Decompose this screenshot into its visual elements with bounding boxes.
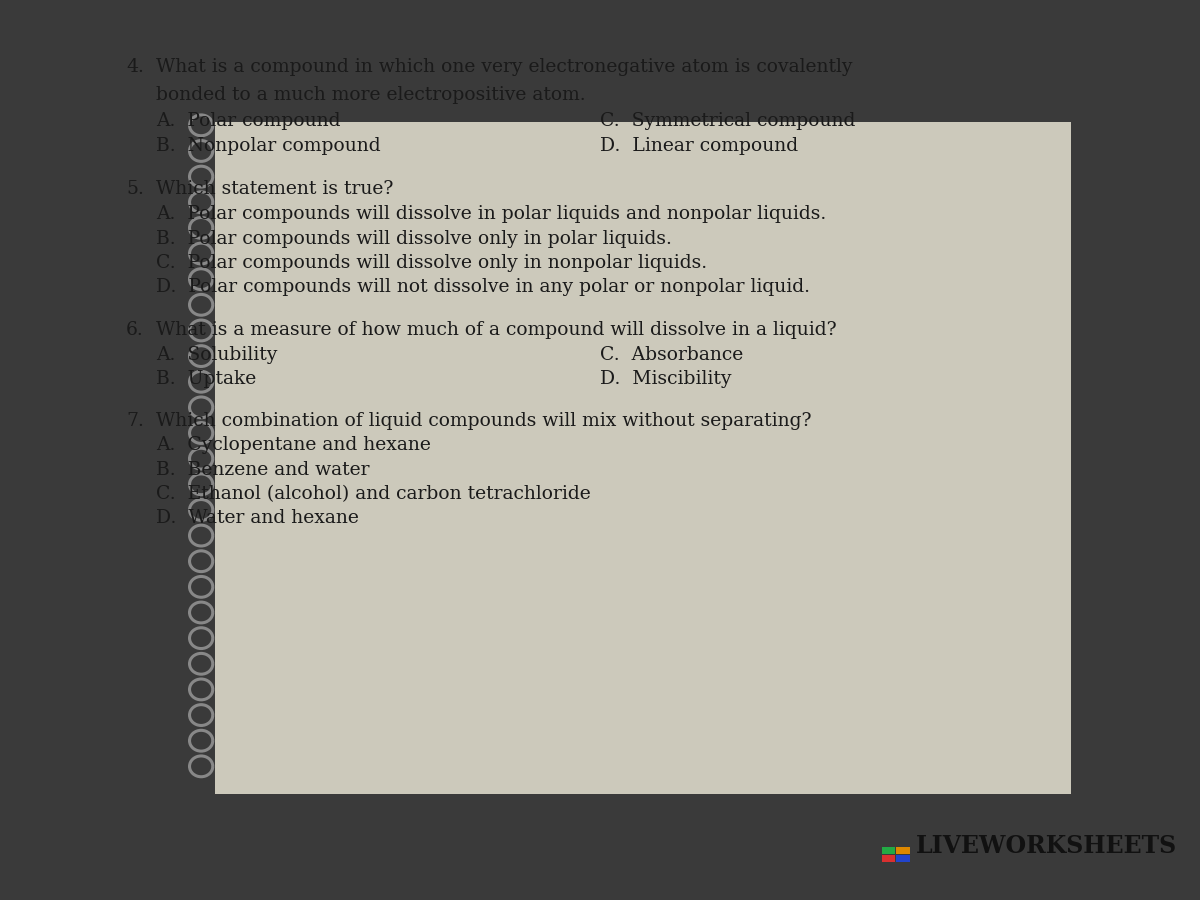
Text: Which statement is true?: Which statement is true? (156, 180, 394, 198)
Text: B.  Polar compounds will dissolve only in polar liquids.: B. Polar compounds will dissolve only in… (156, 230, 672, 248)
Text: What is a compound in which one very electronegative atom is covalently: What is a compound in which one very ele… (156, 58, 852, 76)
Text: A.  Polar compound: A. Polar compound (156, 112, 341, 130)
Text: 6.: 6. (126, 321, 144, 339)
Text: B.  Uptake: B. Uptake (156, 370, 257, 388)
Text: 5.: 5. (126, 180, 144, 198)
Text: LIVEWORKSHEETS: LIVEWORKSHEETS (916, 834, 1177, 858)
Text: C.  Symmetrical compound: C. Symmetrical compound (600, 112, 856, 130)
Text: D.  Linear compound: D. Linear compound (600, 137, 798, 155)
Text: A.  Solubility: A. Solubility (156, 346, 277, 364)
Text: C.  Ethanol (alcohol) and carbon tetrachloride: C. Ethanol (alcohol) and carbon tetrachl… (156, 485, 590, 503)
Text: A.  Cyclopentane and hexane: A. Cyclopentane and hexane (156, 436, 431, 454)
Text: D.  Miscibility: D. Miscibility (600, 370, 732, 388)
Text: D.  Water and hexane: D. Water and hexane (156, 509, 359, 527)
Text: C.  Absorbance: C. Absorbance (600, 346, 743, 364)
Text: C.  Polar compounds will dissolve only in nonpolar liquids.: C. Polar compounds will dissolve only in… (156, 254, 707, 272)
Text: B.  Nonpolar compound: B. Nonpolar compound (156, 137, 380, 155)
FancyBboxPatch shape (215, 122, 1070, 794)
Text: B.  Benzene and water: B. Benzene and water (156, 461, 370, 479)
Text: A.  Polar compounds will dissolve in polar liquids and nonpolar liquids.: A. Polar compounds will dissolve in pola… (156, 205, 827, 223)
Text: What is a measure of how much of a compound will dissolve in a liquid?: What is a measure of how much of a compo… (156, 321, 836, 339)
Text: bonded to a much more electropositive atom.: bonded to a much more electropositive at… (156, 86, 586, 104)
Text: 7.: 7. (126, 412, 144, 430)
Text: 4.: 4. (126, 58, 144, 76)
Text: Which combination of liquid compounds will mix without separating?: Which combination of liquid compounds wi… (156, 412, 811, 430)
Text: D.  Polar compounds will not dissolve in any polar or nonpolar liquid.: D. Polar compounds will not dissolve in … (156, 278, 810, 296)
